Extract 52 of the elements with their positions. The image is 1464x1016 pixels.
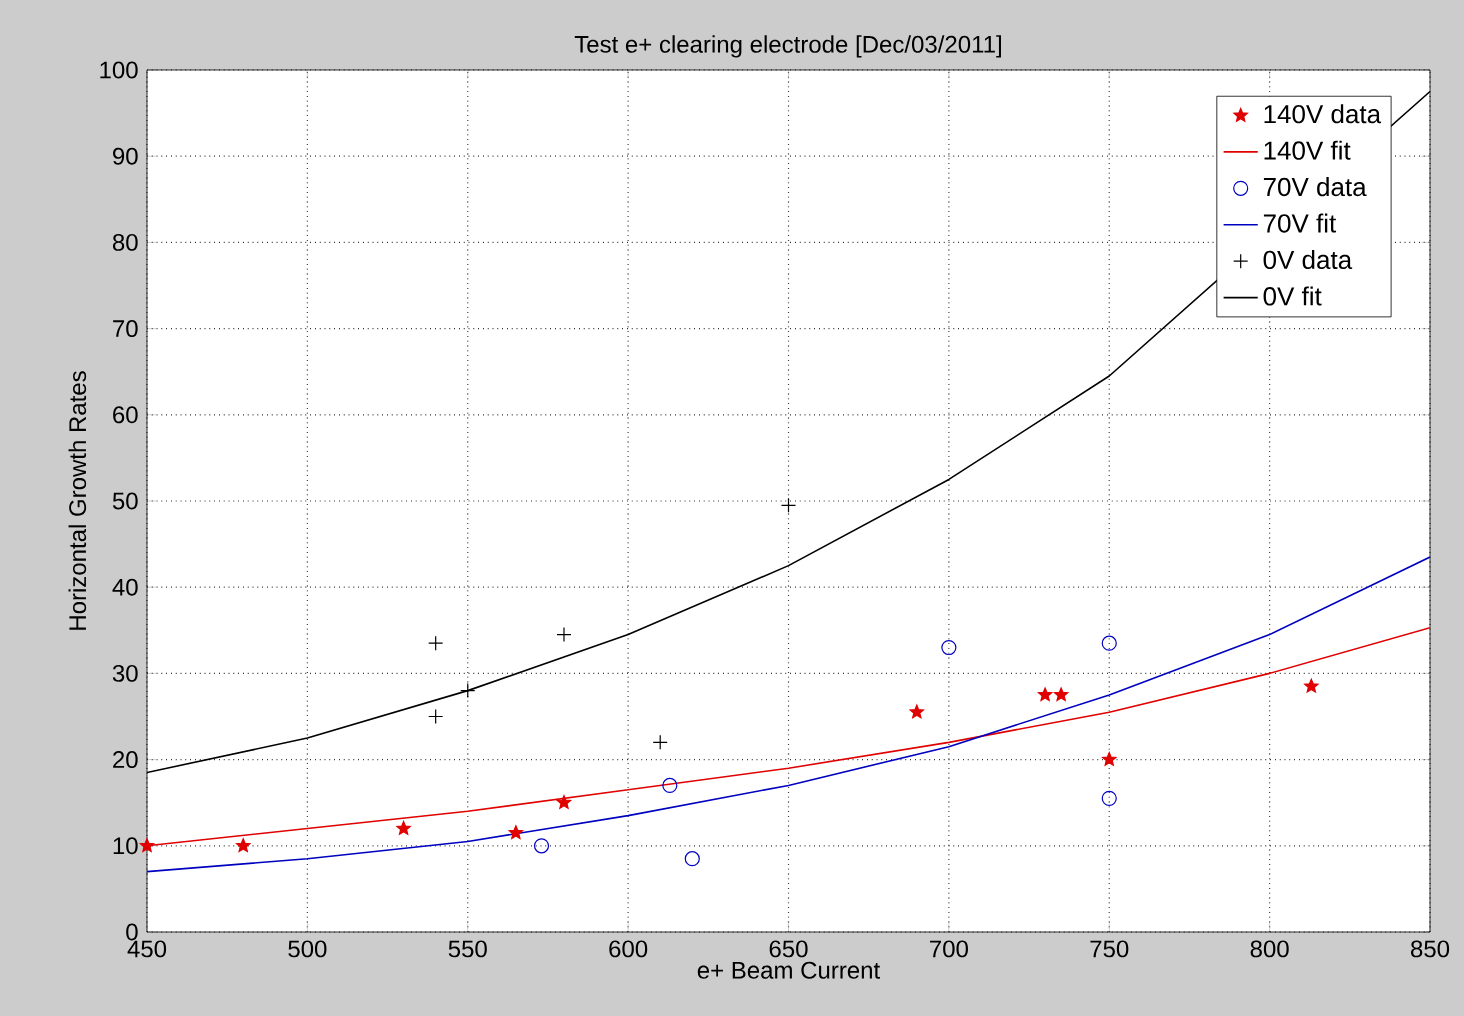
legend-label: 70V data: [1263, 177, 1367, 197]
legend-label: 140V data: [1264, 104, 1382, 124]
point: [684, 851, 700, 867]
point: [533, 838, 550, 854]
point: [396, 820, 411, 835]
y-tick-label: 70: [113, 320, 138, 338]
y-axis-title: Horizontal Growth Rates: [68, 371, 87, 630]
point: [428, 708, 444, 725]
y-tick-label: 90: [113, 147, 138, 165]
point: [556, 627, 572, 643]
x-tick-label: 600: [609, 940, 648, 958]
point: [235, 838, 251, 853]
point: [909, 704, 925, 719]
x-axis-title: e+ Beam Current: [697, 961, 880, 979]
point: [780, 497, 797, 513]
y-tick-label: 40: [112, 578, 138, 596]
point: [662, 777, 678, 794]
point: [460, 683, 476, 699]
line-series: [147, 556, 1430, 873]
point: [139, 838, 155, 853]
point: [1304, 678, 1319, 693]
legend-label: 140V fit: [1264, 140, 1351, 160]
x-tick-label: 450: [127, 940, 167, 958]
y-tick-label: 80: [112, 233, 138, 251]
point: [1101, 635, 1117, 651]
x-tick-label: 550: [448, 940, 487, 958]
x-tick-label: 800: [1250, 940, 1289, 958]
legend-label: 0V data: [1263, 249, 1353, 270]
x-tick-label: 650: [769, 940, 808, 958]
point: [556, 795, 572, 809]
y-tick-label: 100: [100, 61, 138, 79]
x-tick-label: 750: [1090, 940, 1129, 958]
x-tick-label: 500: [288, 940, 327, 958]
point: [1101, 790, 1117, 806]
point: [941, 639, 957, 656]
point: [428, 635, 444, 651]
y-tick-label: 30: [112, 664, 138, 682]
y-tick-label: 10: [113, 837, 138, 855]
legend-label: 0V fit: [1263, 286, 1322, 306]
y-tick-label: 20: [113, 751, 138, 769]
x-tick-label: 700: [930, 940, 968, 958]
legend-label: 70V fit: [1263, 213, 1337, 233]
point: [1037, 687, 1053, 702]
chart-title: Test e+ clearing electrode [Dec/03/2011]: [574, 35, 1001, 58]
y-tick-label: 0: [126, 923, 138, 941]
point: [1101, 751, 1117, 766]
y-tick-label: 60: [113, 406, 138, 424]
x-tick-label: 850: [1411, 940, 1450, 958]
point: [508, 825, 524, 840]
point: [1053, 687, 1069, 702]
point: [652, 734, 668, 750]
y-tick-label: 50: [112, 492, 138, 510]
